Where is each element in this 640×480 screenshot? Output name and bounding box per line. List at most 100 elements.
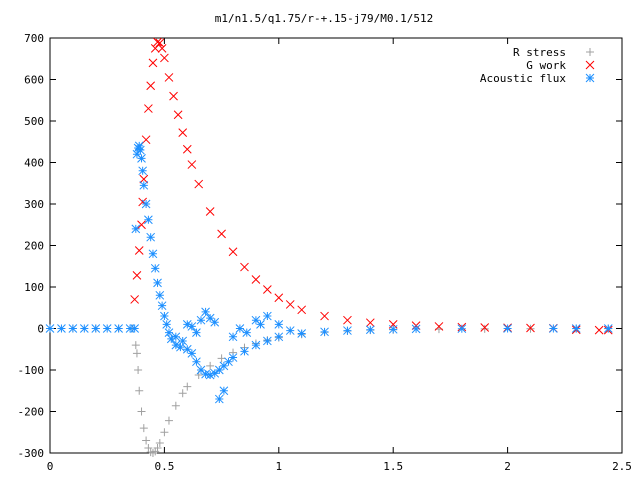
y-tick-label: -100	[18, 364, 45, 377]
data-point	[219, 361, 229, 371]
data-point	[146, 232, 156, 242]
data-point	[171, 401, 180, 410]
series-2	[45, 141, 613, 404]
data-point	[178, 336, 188, 346]
data-point	[274, 319, 284, 329]
data-point	[153, 278, 162, 288]
data-point	[57, 324, 66, 333]
data-point	[214, 365, 224, 375]
data-point	[148, 449, 157, 457]
data-point	[137, 153, 146, 163]
data-point	[219, 386, 229, 396]
data-point	[102, 324, 112, 333]
data-point	[91, 324, 101, 333]
data-point	[228, 247, 238, 257]
data-point	[157, 301, 167, 311]
data-point	[68, 324, 78, 333]
data-point	[135, 386, 144, 395]
data-point	[134, 141, 144, 151]
data-point	[146, 448, 155, 457]
data-point	[214, 394, 224, 404]
legend-label: G work	[526, 59, 566, 72]
data-point	[137, 220, 146, 230]
data-point	[196, 315, 206, 325]
y-tick-label: 0	[37, 323, 44, 336]
data-point	[365, 325, 375, 335]
data-point	[240, 346, 249, 356]
data-point	[160, 311, 169, 321]
x-tick-label: 1	[275, 460, 282, 473]
data-point	[131, 341, 140, 350]
y-tick-label: -300	[18, 447, 45, 460]
data-point	[150, 263, 160, 273]
series-0	[46, 324, 613, 457]
data-point	[603, 324, 613, 333]
data-point	[182, 144, 192, 154]
data-point	[217, 229, 226, 239]
data-point	[144, 444, 153, 453]
y-tick-label: 600	[24, 74, 44, 87]
marks-layer	[45, 37, 613, 457]
legend-label: Acoustic flux	[480, 72, 566, 85]
data-point	[162, 319, 172, 329]
data-point	[178, 389, 187, 398]
data-point	[150, 44, 160, 53]
series-1	[130, 37, 613, 335]
data-point	[132, 271, 142, 280]
data-point	[176, 342, 185, 352]
data-point	[205, 313, 215, 323]
data-point	[151, 447, 160, 456]
data-point	[263, 311, 272, 321]
data-point	[139, 180, 149, 190]
data-point	[160, 428, 169, 437]
data-point	[320, 311, 329, 321]
data-point	[365, 318, 375, 328]
data-point	[164, 416, 173, 425]
data-point	[141, 199, 151, 209]
y-tick-label: -200	[18, 406, 45, 419]
data-point	[224, 357, 233, 367]
data-point	[134, 366, 143, 374]
data-point	[160, 53, 169, 63]
data-point	[148, 58, 158, 68]
data-point	[144, 104, 153, 113]
data-point	[297, 329, 307, 338]
data-point	[228, 353, 238, 362]
data-point	[138, 166, 148, 176]
data-point	[205, 370, 215, 380]
data-point	[130, 324, 140, 333]
x-tick-label: 2.5	[612, 460, 632, 473]
data-point	[182, 344, 192, 354]
data-point	[139, 174, 149, 184]
data-point	[206, 361, 215, 370]
data-point	[192, 328, 201, 338]
legend-marker	[585, 60, 595, 70]
data-point	[251, 340, 261, 350]
data-point	[194, 179, 204, 189]
data-point	[132, 349, 141, 358]
legend-marker	[586, 48, 594, 56]
data-point	[274, 332, 284, 342]
data-point	[155, 290, 165, 300]
data-point	[594, 325, 604, 335]
data-point	[320, 327, 329, 337]
data-point	[210, 368, 220, 378]
data-point	[343, 315, 352, 325]
y-tick-label: 400	[24, 157, 44, 170]
data-point	[285, 326, 295, 335]
legend-marker	[585, 73, 595, 83]
data-point	[146, 81, 156, 91]
data-point	[153, 37, 162, 47]
data-point	[171, 340, 181, 350]
x-tick-label: 1.5	[383, 460, 403, 473]
data-point	[164, 73, 174, 82]
data-point	[169, 91, 178, 101]
y-tick-label: 700	[24, 32, 44, 45]
data-point	[251, 275, 261, 284]
data-point	[235, 324, 245, 333]
data-point	[79, 324, 89, 333]
y-tick-label: 100	[24, 281, 44, 294]
data-point	[187, 322, 197, 331]
